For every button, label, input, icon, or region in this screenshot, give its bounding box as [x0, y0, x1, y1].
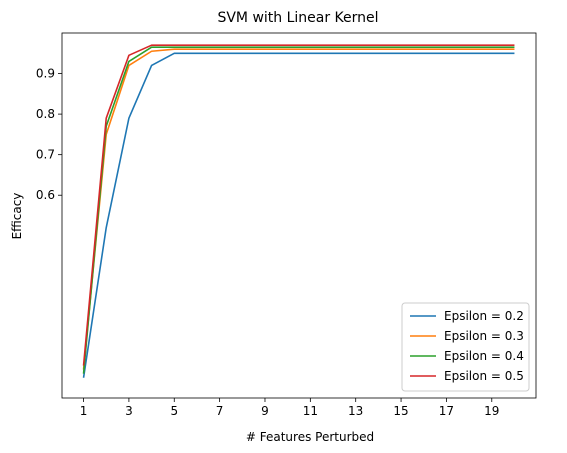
- series-line-4: [82, 44, 515, 366]
- legend-label: Epsilon = 0.2: [444, 309, 524, 323]
- y-tick-label: 0.6: [36, 188, 55, 202]
- y-tick-label: 0.9: [36, 67, 55, 81]
- x-tick-label: 15: [393, 404, 408, 418]
- x-tick-label: 5: [170, 404, 178, 418]
- legend-label: Epsilon = 0.3: [444, 329, 524, 343]
- x-tick-label: 7: [216, 404, 224, 418]
- x-tick-label: 19: [484, 404, 499, 418]
- series-line-3: [82, 46, 515, 374]
- x-tick-label: 17: [439, 404, 454, 418]
- x-tick-label: 11: [303, 404, 318, 418]
- y-tick-label: 0.7: [36, 148, 55, 162]
- x-tick-label: 9: [261, 404, 269, 418]
- legend-label: Epsilon = 0.5: [444, 369, 524, 383]
- x-tick-label: 1: [80, 404, 88, 418]
- y-tick-label: 0.8: [36, 107, 55, 121]
- axes-frame: [61, 32, 537, 399]
- x-axis-label: # Features Perturbed: [246, 430, 374, 444]
- legend: Epsilon = 0.2 Epsilon = 0.3 Epsilon = 0.4 E…: [401, 302, 530, 392]
- series-line-2: [82, 48, 515, 370]
- chart-title: SVM with Linear Kernel: [217, 10, 378, 26]
- x-tick-label: 3: [125, 404, 133, 418]
- y-axis-label: Efficacy: [10, 193, 24, 240]
- legend-label: Epsilon = 0.4: [444, 349, 524, 363]
- x-tick-label: 13: [348, 404, 363, 418]
- plot-area: 1 3 5 7 9 11 13 15 17 190.60.70.80.9: [36, 32, 537, 418]
- series-line-1: [82, 52, 515, 378]
- legend-box: [401, 302, 530, 392]
